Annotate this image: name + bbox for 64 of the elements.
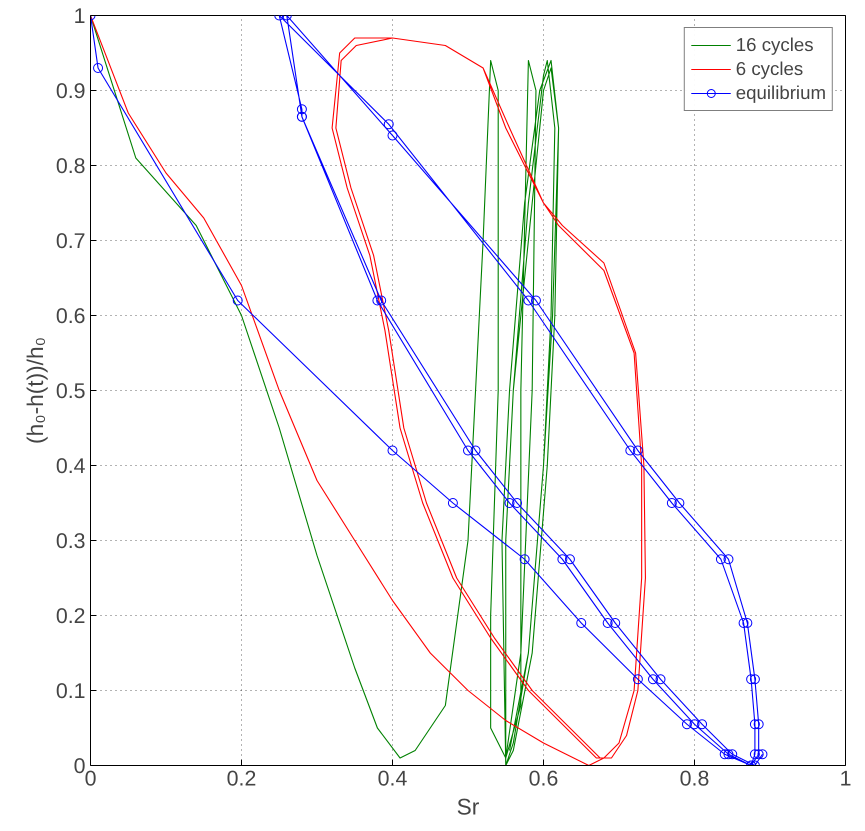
- y-tick-label: 0.9: [56, 79, 86, 103]
- point: [93, 63, 104, 73]
- legend-label: 16 cycles: [736, 34, 814, 56]
- point: [697, 719, 708, 730]
- point: [530, 296, 541, 306]
- y-tick-label: 0.7: [56, 229, 86, 253]
- point: [372, 296, 382, 306]
- point: [388, 130, 398, 140]
- x-axis-title: Sr: [456, 794, 480, 820]
- y-tick-label: 0.8: [56, 154, 86, 178]
- point: [632, 446, 643, 456]
- point: [564, 554, 575, 564]
- point: [742, 618, 752, 628]
- x-tick-label: 0.6: [528, 766, 558, 790]
- point: [512, 498, 522, 508]
- point: [666, 498, 677, 508]
- y-tick-label: 0.1: [56, 679, 86, 703]
- point: [232, 296, 243, 306]
- point: [602, 618, 613, 628]
- point: [738, 618, 749, 628]
- point: [388, 446, 398, 456]
- point: [296, 104, 307, 114]
- point: [576, 618, 586, 628]
- legend-label: equilibrium: [736, 82, 826, 104]
- point: [504, 498, 515, 508]
- x-tick-label: 0.4: [378, 766, 408, 790]
- x-tick-label: 0.2: [226, 766, 256, 790]
- y-tick-label: 0.5: [56, 379, 86, 403]
- y-axis-title: (h₀-h(t))/h₀: [22, 337, 48, 444]
- point: [610, 618, 620, 628]
- x-tick-label: 1: [840, 766, 852, 790]
- point: [727, 749, 738, 760]
- point: [523, 296, 534, 306]
- point: [682, 719, 692, 730]
- point: [757, 749, 768, 760]
- point: [716, 554, 726, 564]
- y-tick-label: 0.2: [56, 604, 86, 628]
- point: [723, 749, 734, 760]
- point: [384, 119, 394, 130]
- y-tick-label: 1: [74, 4, 86, 28]
- point: [750, 719, 760, 730]
- point: [557, 554, 568, 564]
- point: [656, 674, 666, 684]
- point: [690, 719, 700, 730]
- y-tick-label: 0.3: [56, 529, 86, 553]
- point: [376, 296, 386, 306]
- point: [520, 554, 530, 564]
- x-tick-label: 0.8: [680, 766, 710, 790]
- point: [448, 498, 458, 508]
- point: [648, 674, 658, 684]
- point: [632, 674, 643, 684]
- point: [720, 749, 730, 760]
- legend-label: 6 cycles: [736, 58, 804, 80]
- point: [746, 674, 756, 684]
- y-tick-label: 0.6: [56, 304, 86, 328]
- point: [463, 446, 473, 456]
- point: [674, 498, 684, 508]
- point: [625, 446, 636, 456]
- y-tick-label: 0.4: [56, 454, 86, 478]
- point: [750, 674, 760, 684]
- point: [754, 719, 764, 730]
- point: [750, 749, 760, 760]
- point: [470, 446, 481, 456]
- point: [723, 554, 734, 564]
